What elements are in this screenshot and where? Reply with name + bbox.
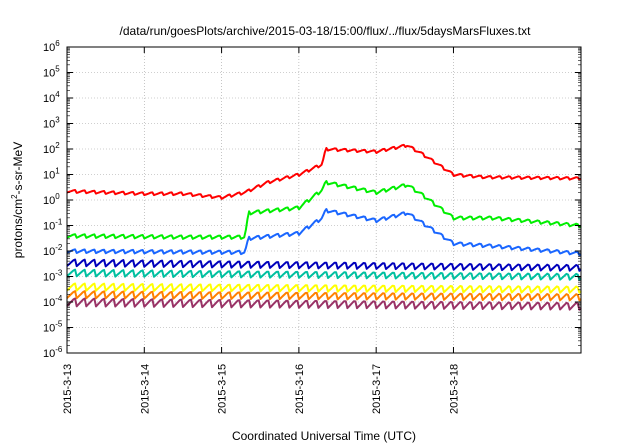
series-line-6 <box>66 282 582 294</box>
x-tick-label: 2015-3-14 <box>139 364 151 414</box>
series-line-7 <box>66 290 582 302</box>
y-axis-label-superscript: 2 <box>10 194 19 199</box>
series-line-1 <box>66 143 582 200</box>
x-tick-label: 2015-3-17 <box>371 364 383 414</box>
x-axis-label: Coordinated Universal Time (UTC) <box>232 429 416 443</box>
x-tick-label: 2015-3-15 <box>217 364 229 414</box>
y-tick-label: 101 <box>43 167 60 182</box>
y-axis: 10-6 10-5 10-4 10-3 10-2 10-1 100 101 102 103 104 1… <box>43 39 581 360</box>
y-axis-label: protons/cm2-s-sr-MeV <box>10 142 25 258</box>
x-tick-label: 2015-3-16 <box>294 364 306 414</box>
chart-title: /data/run/goesPlots/archive/2015-03-18/1… <box>120 24 532 38</box>
y-tick-label: 10-4 <box>43 294 63 309</box>
series-line-3 <box>66 208 582 257</box>
y-tick-label: 10-6 <box>43 345 63 360</box>
y-tick-label: 102 <box>43 141 60 156</box>
y-tick-label: 105 <box>43 65 60 80</box>
x-axis: 2015-3-13 2015-3-14 2015-3-15 2015-3-16 2015… <box>62 47 460 414</box>
y-tick-label: 106 <box>43 39 60 54</box>
y-axis-label-main: protons/cm <box>11 199 25 258</box>
y-tick-label: 103 <box>43 116 60 131</box>
y-axis-label-suffix: -s-sr-MeV <box>11 142 25 195</box>
series-line-2 <box>66 180 582 240</box>
y-tick-label: 104 <box>43 90 60 105</box>
series-line-4 <box>66 258 582 272</box>
y-tick-label: 10-5 <box>43 320 63 335</box>
y-tick-label: 10-1 <box>43 218 63 233</box>
x-tick-label: 2015-3-13 <box>62 364 74 414</box>
y-tick-label: 10-3 <box>43 269 63 284</box>
series-line-8 <box>66 297 582 311</box>
series-group <box>66 143 582 311</box>
series-line-5 <box>66 268 582 281</box>
x-tick-label: 2015-3-18 <box>448 364 460 414</box>
y-tick-label: 100 <box>43 192 60 207</box>
y-tick-label: 10-2 <box>43 243 63 258</box>
